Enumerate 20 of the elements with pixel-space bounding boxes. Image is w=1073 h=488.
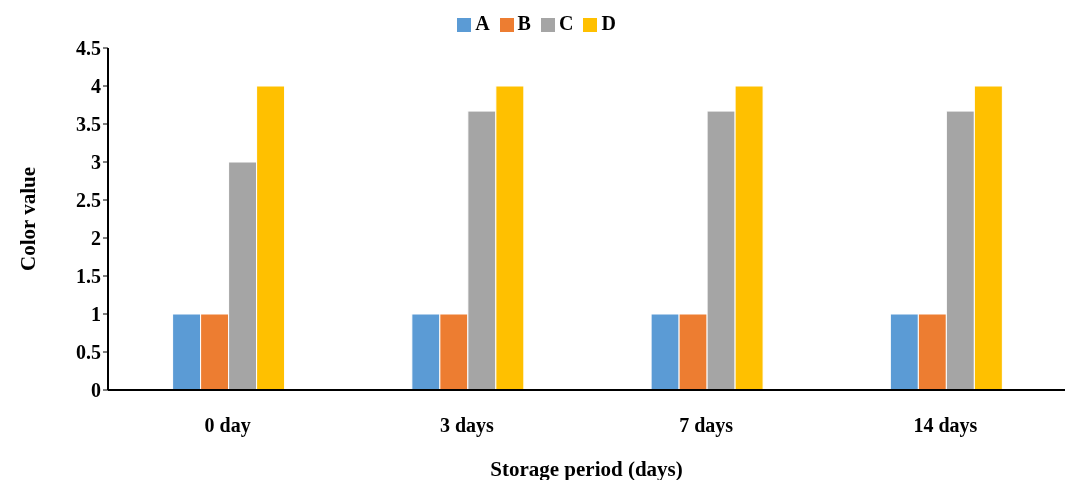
y-tick-label: 0.5 [76,341,101,364]
y-tick-label: 4 [91,75,101,98]
legend-label: C [558,12,574,34]
y-tick-label: 1 [91,303,101,326]
y-tick-label: 3.5 [76,113,101,136]
y-tick-label: 3 [91,151,101,174]
x-axis-title: Storage period (days) [490,457,683,481]
x-tick-label: 0 day [204,414,251,438]
x-tick-label: 3 days [439,414,495,438]
legend-label: B [517,12,531,34]
y-tick-label: 0 [91,379,101,402]
y-tick-label: 4.5 [76,37,101,60]
y-tick-label: 2.5 [76,189,101,212]
legend-label: D [601,12,616,34]
legend-label: A [475,12,490,34]
x-tick-label: 7 days [679,414,734,438]
y-tick-label: 2 [91,227,101,250]
x-tick-label: 14 days [913,414,978,438]
y-tick-label: 1.5 [76,265,101,288]
y-axis-title: Color value [16,166,41,272]
